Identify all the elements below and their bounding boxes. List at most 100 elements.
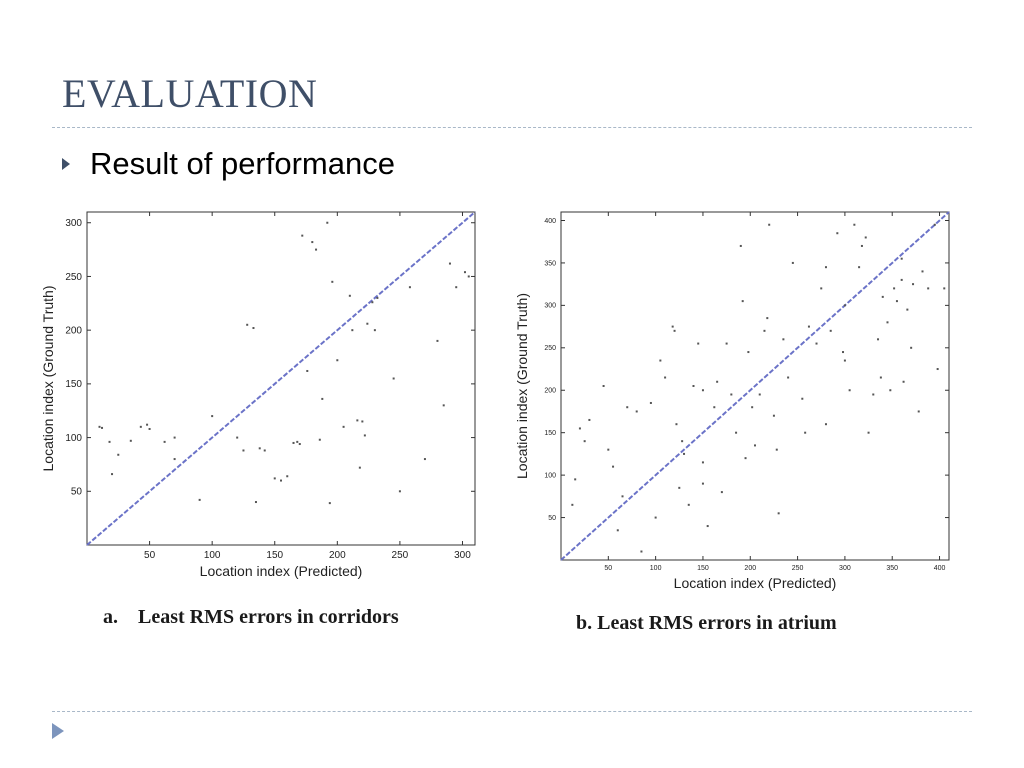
data-point (683, 452, 686, 455)
data-point (254, 501, 257, 504)
y-tick-label: 300 (544, 303, 556, 310)
data-point (758, 393, 761, 396)
data-point (571, 503, 574, 506)
data-point (900, 257, 903, 260)
data-point (659, 359, 662, 362)
data-point (621, 495, 624, 498)
data-point (701, 482, 704, 485)
y-tick-label: 350 (544, 260, 556, 267)
data-point (917, 410, 920, 413)
data-point (768, 223, 771, 226)
y-tick-label: 100 (544, 472, 556, 479)
data-point (763, 329, 766, 332)
data-point (331, 280, 334, 283)
x-axis-label: Location index (Predicted) (674, 575, 837, 591)
y-tick-label: 250 (65, 272, 82, 283)
data-point (635, 410, 638, 413)
data-point (448, 262, 451, 265)
data-point (336, 359, 339, 362)
x-tick-label: 250 (792, 565, 804, 572)
x-tick-label: 100 (204, 550, 221, 561)
data-point (358, 466, 361, 469)
y-tick-label: 50 (71, 487, 83, 498)
data-point (791, 261, 794, 264)
data-point (836, 232, 839, 235)
data-point (578, 427, 581, 430)
caption-atrium: b. Least RMS errors in atrium (576, 612, 837, 634)
scatter-chart-atrium: 50 100 150 200 250 300 350 400 50 100 150 200 250 300… (515, 211, 950, 591)
data-point (321, 397, 324, 400)
data-point (356, 419, 359, 422)
y-tick-label: 150 (544, 430, 556, 437)
data-point (716, 380, 719, 383)
data-point (246, 323, 249, 326)
data-point (442, 404, 445, 407)
data-point (754, 444, 756, 447)
x-tick-label: 100 (650, 565, 662, 572)
y-tick-label: 200 (65, 325, 82, 336)
data-point (363, 434, 366, 437)
data-point (612, 465, 615, 468)
data-point (902, 380, 905, 383)
data-point (864, 236, 867, 239)
data-point (436, 339, 439, 342)
data-point (455, 286, 458, 289)
data-point (111, 473, 114, 476)
caption-corridors: a. Least RMS errors in corridors (103, 606, 399, 628)
data-point (371, 301, 374, 304)
data-point (301, 234, 304, 237)
data-point (326, 221, 329, 224)
data-point (588, 418, 591, 421)
data-point (906, 308, 909, 311)
data-point (242, 449, 245, 452)
data-point (348, 294, 351, 297)
data-point (101, 426, 104, 429)
data-point (306, 369, 309, 372)
slide-title: EVALUATION (62, 71, 318, 116)
data-point (820, 287, 823, 290)
data-point (198, 498, 201, 501)
x-tick-label: 250 (392, 550, 409, 561)
data-point (739, 244, 742, 247)
data-point (921, 270, 924, 273)
data-point (296, 440, 299, 443)
data-point (843, 304, 846, 307)
data-point (815, 342, 818, 345)
data-point (342, 425, 345, 428)
x-tick-label: 50 (144, 550, 156, 561)
data-point (872, 393, 875, 396)
x-tick-label: 300 (454, 550, 471, 561)
data-point (881, 295, 884, 298)
data-point (933, 223, 936, 226)
data-point (900, 278, 903, 281)
data-point (843, 359, 846, 362)
data-point (361, 420, 364, 423)
data-point (725, 342, 728, 345)
data-point (263, 449, 266, 452)
x-tick-label: 150 (266, 550, 283, 561)
data-point (252, 327, 255, 330)
x-tick-label: 200 (744, 565, 756, 572)
data-point (373, 329, 376, 332)
data-point (910, 346, 913, 349)
data-point (766, 317, 769, 320)
data-point (681, 440, 684, 443)
data-point (292, 441, 295, 444)
data-point (211, 415, 214, 418)
data-point (692, 385, 695, 387)
data-point (801, 397, 804, 400)
data-point (148, 427, 151, 430)
data-point (463, 271, 466, 274)
data-point (867, 431, 870, 434)
data-point (280, 479, 282, 482)
data-point (675, 423, 678, 426)
data-point (853, 223, 856, 226)
triangle-right-icon (62, 158, 70, 170)
data-point (804, 431, 807, 434)
data-point (607, 448, 610, 451)
data-point (318, 438, 321, 441)
data-point (673, 329, 676, 332)
data-point (398, 490, 401, 493)
data-point (720, 491, 723, 494)
data-point (328, 502, 331, 505)
